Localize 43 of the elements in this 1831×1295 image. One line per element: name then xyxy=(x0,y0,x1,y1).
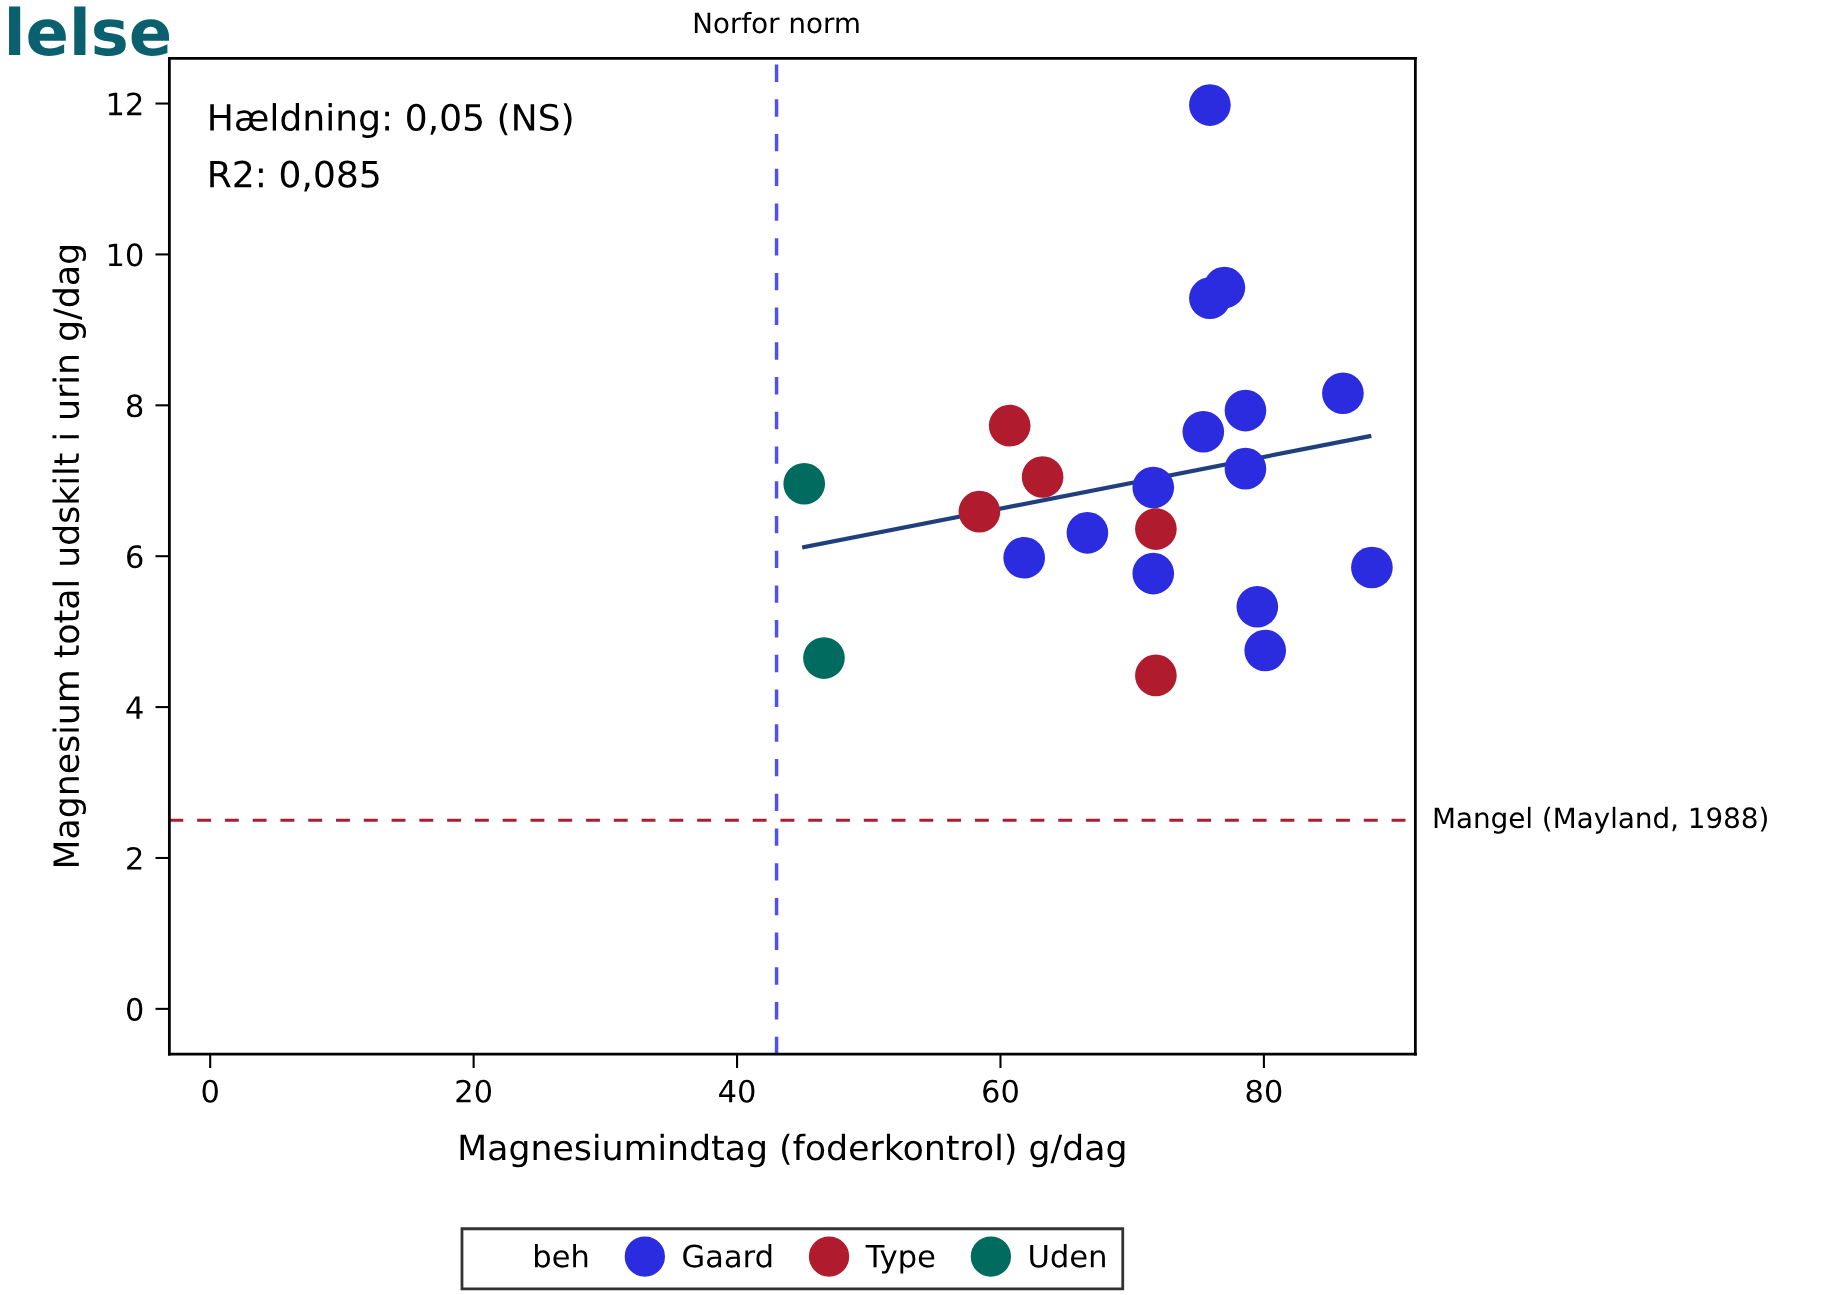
y-tick-label: 10 xyxy=(108,243,143,267)
x-tick-label: 20 xyxy=(456,1079,492,1103)
point xyxy=(803,637,845,679)
legend-label: Type xyxy=(865,1244,935,1274)
chart-title: lelse xyxy=(9,6,170,56)
y-axis-title: Magnesium total udskilt i urin g/dag xyxy=(52,246,87,867)
y-tick-label: 4 xyxy=(126,696,143,719)
point xyxy=(1189,84,1231,126)
x-tick-label: 60 xyxy=(983,1079,1018,1103)
ref-line-label: Norfor norm xyxy=(694,11,859,34)
point xyxy=(1132,466,1175,509)
point xyxy=(958,490,1001,533)
legend-title: beh xyxy=(535,1244,588,1268)
point xyxy=(1236,585,1279,628)
point xyxy=(1203,266,1246,309)
point xyxy=(1021,456,1064,498)
point xyxy=(783,462,826,505)
point xyxy=(1135,508,1177,550)
point xyxy=(1224,447,1267,490)
y-tick-label: 8 xyxy=(127,394,143,418)
ref-line-label: Mangel (Mayland, 1988) xyxy=(1434,806,1767,834)
y-tick-label: 0 xyxy=(126,997,143,1021)
y-tick-label: 2 xyxy=(127,846,142,870)
point xyxy=(1224,389,1267,432)
point xyxy=(1066,511,1109,554)
legend-label: Uden xyxy=(1030,1244,1105,1268)
point xyxy=(1244,629,1287,672)
y-tick-label: 6 xyxy=(127,545,143,569)
x-tick-label: 0 xyxy=(202,1079,218,1103)
annotation: R2: 0,085 xyxy=(210,160,379,192)
x-axis-title: Magnesiumindtag (foderkontrol) g/dag xyxy=(460,1133,1125,1168)
y-tick-label: 12 xyxy=(108,92,142,116)
annotation: Hældning: 0,05 (NS) xyxy=(210,103,572,139)
point xyxy=(1182,410,1225,453)
point xyxy=(1135,654,1177,697)
x-tick-label: 40 xyxy=(719,1079,755,1103)
point xyxy=(988,404,1031,447)
point xyxy=(1322,372,1364,415)
point xyxy=(1132,552,1175,595)
x-tick-label: 80 xyxy=(1246,1079,1282,1103)
legend-label: Gaard xyxy=(683,1244,772,1268)
point xyxy=(1351,546,1393,589)
point xyxy=(1003,536,1046,579)
